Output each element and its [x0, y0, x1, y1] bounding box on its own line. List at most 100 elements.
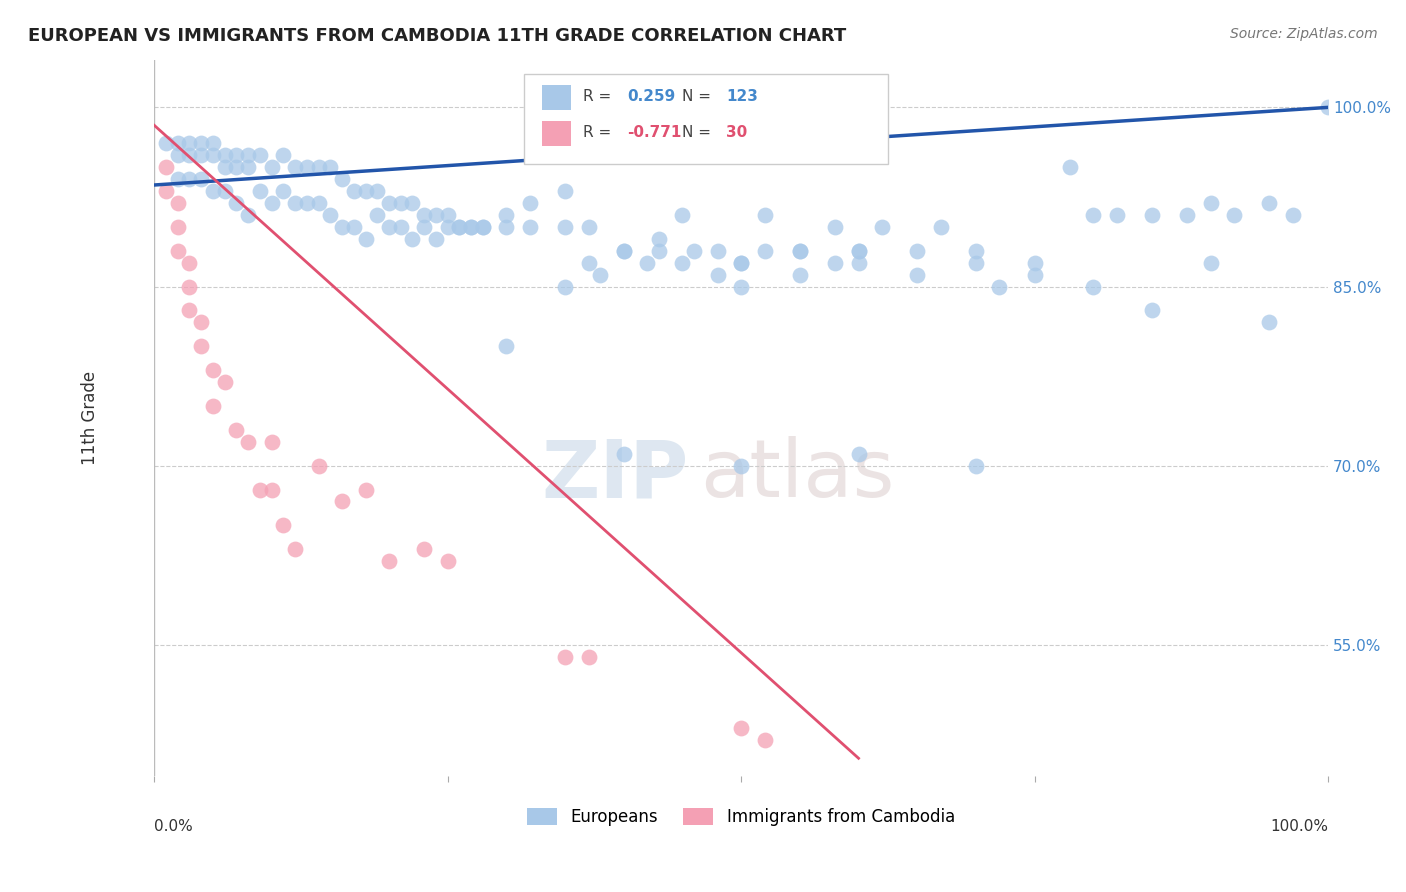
Point — [824, 219, 846, 234]
Text: atlas: atlas — [700, 436, 894, 514]
Point — [308, 458, 330, 473]
Text: -0.771: -0.771 — [627, 125, 682, 140]
Point — [554, 219, 576, 234]
Point — [354, 184, 377, 198]
Point — [436, 219, 458, 234]
Point — [789, 268, 811, 282]
Point — [988, 279, 1011, 293]
Text: 0.259: 0.259 — [627, 89, 675, 104]
Point — [260, 160, 283, 174]
Point — [730, 722, 752, 736]
Point — [401, 195, 423, 210]
Point — [295, 160, 318, 174]
Point — [436, 554, 458, 568]
Point — [273, 184, 295, 198]
Point — [1024, 255, 1046, 269]
Point — [179, 148, 201, 162]
Point — [730, 458, 752, 473]
Point — [1140, 208, 1163, 222]
Point — [754, 208, 776, 222]
Point — [730, 255, 752, 269]
Point — [848, 244, 870, 258]
Point — [519, 195, 541, 210]
Point — [155, 136, 177, 151]
Point — [449, 219, 471, 234]
Point — [495, 219, 517, 234]
Point — [554, 649, 576, 664]
Point — [236, 148, 259, 162]
Point — [578, 219, 600, 234]
Point — [179, 279, 201, 293]
Point — [554, 184, 576, 198]
Point — [436, 208, 458, 222]
Point — [1199, 195, 1222, 210]
Point — [273, 518, 295, 533]
Point — [249, 184, 271, 198]
Point — [905, 268, 928, 282]
Text: 0.0%: 0.0% — [155, 819, 193, 834]
Point — [260, 434, 283, 449]
Point — [179, 172, 201, 186]
Point — [905, 244, 928, 258]
Point — [214, 375, 236, 389]
Point — [671, 255, 693, 269]
Point — [929, 219, 952, 234]
Point — [1282, 208, 1305, 222]
Point — [284, 195, 307, 210]
Point — [319, 208, 342, 222]
Point — [1223, 208, 1246, 222]
Point — [249, 148, 271, 162]
Point — [166, 244, 188, 258]
Point — [330, 494, 353, 508]
Point — [425, 208, 447, 222]
Point — [554, 279, 576, 293]
Point — [965, 458, 987, 473]
Point — [308, 195, 330, 210]
Point — [214, 160, 236, 174]
Point — [389, 195, 412, 210]
Point — [273, 148, 295, 162]
Point — [155, 160, 177, 174]
Point — [413, 542, 436, 557]
Point — [578, 649, 600, 664]
Point — [1140, 303, 1163, 318]
FancyBboxPatch shape — [524, 74, 889, 163]
Point — [824, 255, 846, 269]
Point — [378, 219, 401, 234]
Point — [413, 208, 436, 222]
Point — [236, 160, 259, 174]
Point — [401, 232, 423, 246]
Point — [225, 148, 247, 162]
Point — [449, 219, 471, 234]
Text: N =: N = — [682, 125, 717, 140]
Point — [214, 148, 236, 162]
Text: 123: 123 — [725, 89, 758, 104]
Text: N =: N = — [682, 89, 717, 104]
Point — [706, 268, 728, 282]
Point — [284, 160, 307, 174]
Point — [343, 184, 366, 198]
Point — [236, 208, 259, 222]
Point — [354, 232, 377, 246]
Point — [179, 255, 201, 269]
Point — [1105, 208, 1128, 222]
Point — [166, 148, 188, 162]
Point — [648, 244, 671, 258]
Point — [260, 483, 283, 497]
Point — [495, 339, 517, 353]
Text: 100.0%: 100.0% — [1270, 819, 1329, 834]
Point — [179, 303, 201, 318]
Point — [190, 315, 212, 329]
Point — [706, 244, 728, 258]
Text: ZIP: ZIP — [541, 436, 689, 514]
Point — [848, 447, 870, 461]
Point — [225, 160, 247, 174]
Point — [225, 195, 247, 210]
Point — [789, 244, 811, 258]
Point — [589, 268, 612, 282]
Point — [166, 195, 188, 210]
Point — [471, 219, 494, 234]
Point — [730, 279, 752, 293]
Point — [366, 208, 388, 222]
Point — [1024, 268, 1046, 282]
